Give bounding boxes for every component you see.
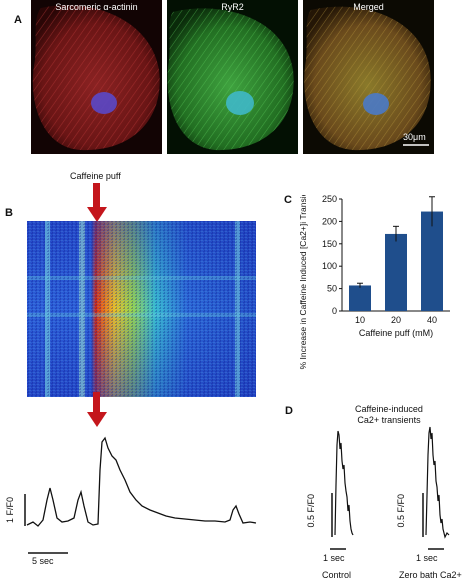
panel-d-title-1: Caffeine-induced	[355, 404, 423, 414]
x-tick-label: 40	[427, 315, 437, 325]
y-tick-label: 50	[327, 284, 337, 294]
ryr2-image: RyR2	[167, 0, 298, 154]
trace-d1-condition-label: Control	[322, 570, 352, 580]
x-axis-label: Caffeine puff (mM)	[359, 328, 433, 338]
y-tick-label: 150	[322, 239, 337, 249]
trace-b-scale-label: 5 sec	[32, 556, 54, 566]
merged-image: Merged 30μm	[303, 0, 434, 154]
merged-cell-drawing	[304, 6, 431, 151]
y-tick-label: 200	[322, 216, 337, 226]
actinin-label: Sarcomeric α-actinin	[55, 2, 138, 12]
bar-10	[349, 285, 371, 311]
actinin-image: Sarcomeric α-actinin	[31, 0, 162, 154]
x-tick-label: 20	[391, 315, 401, 325]
linescan-heatmap	[27, 221, 256, 397]
scale-bar-label: 30μm	[403, 132, 426, 142]
ryr2-label: RyR2	[221, 2, 244, 12]
bar-20	[385, 233, 407, 311]
caffeine-puff-label: Caffeine puff	[70, 171, 121, 181]
panel-d-letter: D	[285, 405, 293, 417]
bar-chart: 0 50 100 150 200 250 10 20 40 * Caffeine puff (mM)…	[298, 195, 450, 369]
trace-d1-y-label: 0.5 F/F0	[306, 494, 316, 528]
panel-b-letter: B	[5, 207, 13, 219]
trace-d2-condition-label: Zero bath Ca2+	[399, 570, 462, 580]
calcium-trace-b	[24, 436, 257, 554]
y-tick-label: 100	[322, 261, 337, 271]
y-tick-label: 0	[332, 306, 337, 316]
panel-d-title-2: Ca2+ transients	[357, 415, 421, 425]
trace-b-y-label: 1 F/F0	[5, 497, 15, 524]
actinin-cell-drawing	[32, 4, 160, 151]
y-axis-label: % Increase in Caffeine Induced [Ca2+]i T…	[298, 195, 308, 369]
significance-star: *	[430, 195, 435, 197]
y-tick-label: 250	[322, 195, 337, 204]
panel-a-letter: A	[14, 14, 22, 26]
merged-label: Merged	[353, 2, 384, 12]
x-tick-label: 10	[355, 315, 365, 325]
bar-40	[421, 211, 443, 311]
linescan-image	[27, 221, 256, 397]
calcium-traces-d	[330, 426, 450, 550]
trace-d1-scale-label: 1 sec	[323, 553, 345, 563]
caffeine-arrow-bottom-icon	[87, 392, 107, 427]
ryr2-cell-drawing	[167, 8, 294, 151]
trace-d2-scale-label: 1 sec	[416, 553, 438, 563]
caffeine-arrow-top-icon	[87, 183, 107, 222]
trace-d2-y-label: 0.5 F/F0	[396, 494, 406, 528]
panel-c-letter: C	[284, 194, 292, 206]
